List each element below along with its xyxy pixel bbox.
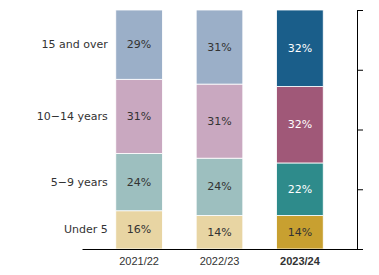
tick-mark (357, 189, 363, 190)
data-label: 31% (207, 115, 231, 128)
tick-label: 2022/23 (200, 255, 240, 267)
tick (357, 189, 363, 190)
tick (357, 70, 363, 71)
bar-segment (196, 84, 243, 158)
data-label: 29% (127, 38, 151, 51)
tick: 2021/22 (119, 255, 159, 267)
bars (116, 10, 323, 249)
data-label: 24% (207, 180, 231, 193)
bar-segment (196, 158, 243, 215)
bar-segment (116, 153, 163, 210)
bar-segment (196, 216, 243, 249)
series-label: 15 and over (42, 38, 109, 51)
tick-mark (357, 10, 363, 11)
series-label: 5−9 years (51, 176, 108, 189)
series-label: Under 5 (64, 223, 108, 236)
data-label: 31% (207, 41, 231, 54)
data-label: 24% (127, 176, 151, 189)
axis-line (83, 249, 358, 250)
bar-segment (277, 216, 324, 249)
bar-segment (277, 86, 324, 162)
series-label: 10−14 years (37, 110, 108, 123)
tick-mark (357, 249, 363, 250)
bar-segment (277, 10, 324, 86)
bar-segment (196, 10, 243, 84)
tick-mark (357, 70, 363, 71)
data-label: 22% (288, 183, 312, 196)
bar-segment (116, 211, 163, 249)
bar-segment (116, 79, 163, 153)
tick-mark (357, 130, 363, 131)
tick (357, 10, 363, 11)
tick: 2023/24 (280, 255, 321, 267)
tick (357, 249, 363, 250)
tick-label: 2021/22 (119, 255, 159, 267)
data-label: 32% (288, 42, 312, 55)
data-labels: 16% 14% 14% 24% 24% 22% 31% 31% 32% 29% 31% 32% (127, 38, 312, 239)
bar-segment (116, 10, 163, 79)
data-label: 32% (288, 118, 312, 131)
data-label: 14% (207, 226, 231, 239)
tick: 2022/23 (200, 255, 240, 267)
y-axis (357, 11, 363, 250)
chart: 16% 14% 14% 24% 24% 22% 31% 31% 32% 29% 31% 32% Unde… (0, 0, 379, 275)
plot: 16% 14% 14% 24% 24% 22% 31% 31% 32% 29% 31% 32% Unde… (37, 10, 363, 267)
tick (357, 130, 363, 131)
data-label: 16% (127, 223, 151, 236)
tick-label: 2023/24 (280, 255, 321, 267)
data-label: 14% (288, 226, 312, 239)
bar-segment (277, 163, 324, 216)
x-axis: 2021/22 2022/23 2023/24 (83, 250, 358, 267)
data-label: 31% (127, 110, 151, 123)
series-labels: Under 5 5−9 years 10−14 years 15 and over (37, 38, 108, 236)
